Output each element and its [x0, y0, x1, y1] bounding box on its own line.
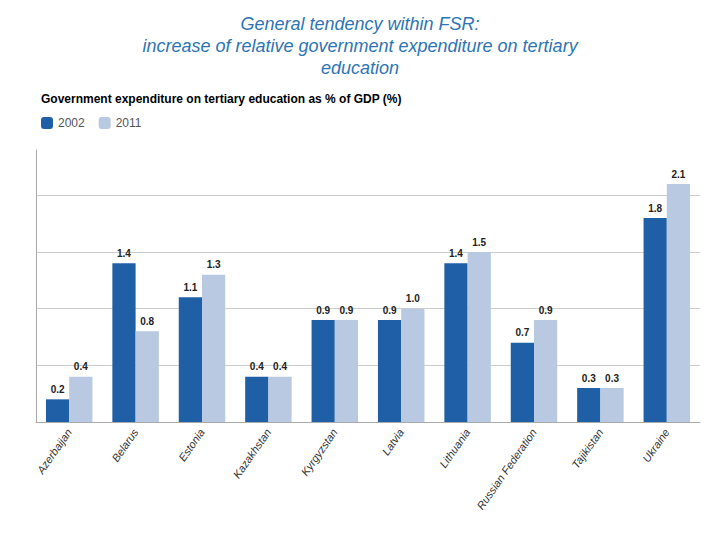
svg-text:General tendency within FSR:: General tendency within FSR:	[240, 14, 479, 34]
svg-text:1.0: 1.0	[406, 293, 420, 304]
svg-text:0.9: 0.9	[539, 305, 553, 316]
svg-text:0.9: 0.9	[339, 305, 353, 316]
svg-text:2.1: 2.1	[671, 169, 685, 180]
svg-text:0.4: 0.4	[250, 361, 264, 372]
svg-text:Government expenditure on tert: Government expenditure on tertiary educa…	[41, 92, 402, 106]
svg-text:Estonia: Estonia	[176, 427, 207, 464]
svg-text:0.4: 0.4	[74, 361, 88, 372]
svg-text:Kyrgyzstan: Kyrgyzstan	[299, 427, 340, 478]
svg-text:0.3: 0.3	[605, 373, 619, 384]
svg-text:0.8: 0.8	[140, 316, 154, 327]
svg-text:Russian Federation: Russian Federation	[474, 427, 539, 512]
svg-text:0.4: 0.4	[273, 361, 287, 372]
svg-text:Kazakhstan: Kazakhstan	[230, 427, 273, 481]
svg-text:Latvia: Latvia	[379, 427, 406, 458]
svg-text:1.3: 1.3	[207, 259, 221, 270]
svg-text:education: education	[321, 58, 399, 78]
svg-text:0.9: 0.9	[383, 305, 397, 316]
svg-text:1.4: 1.4	[117, 248, 131, 259]
svg-text:0.7: 0.7	[515, 327, 529, 338]
svg-text:0.9: 0.9	[316, 305, 330, 316]
svg-text:Azerbaijan: Azerbaijan	[34, 427, 74, 477]
svg-text:2002: 2002	[58, 116, 85, 130]
svg-text:Lithuania: Lithuania	[437, 427, 472, 470]
svg-text:Tajikistan: Tajikistan	[569, 427, 605, 471]
svg-text:Belarus: Belarus	[109, 426, 141, 464]
svg-text:1.5: 1.5	[472, 237, 486, 248]
svg-text:1.8: 1.8	[648, 203, 662, 214]
svg-text:2011: 2011	[116, 116, 142, 130]
svg-text:increase of relative governmen: increase of relative government expendit…	[142, 36, 578, 56]
svg-text:0.2: 0.2	[51, 384, 65, 395]
svg-text:1.1: 1.1	[183, 282, 197, 293]
svg-text:1.4: 1.4	[449, 248, 463, 259]
svg-text:Ukraine: Ukraine	[640, 427, 672, 465]
svg-text:0.3: 0.3	[582, 373, 596, 384]
